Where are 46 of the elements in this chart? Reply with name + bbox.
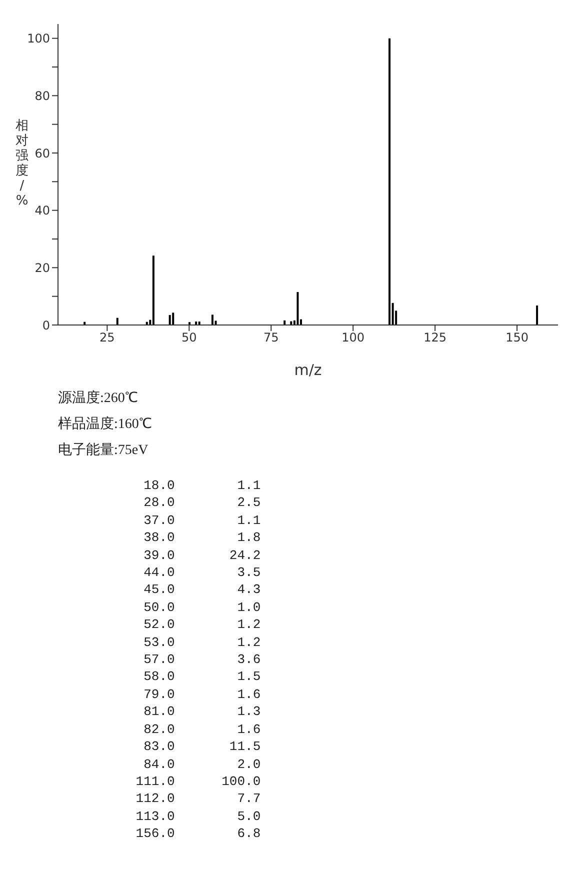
y-tick-label: 0 [42, 318, 50, 332]
bar [152, 256, 154, 325]
x-tick-label: 100 [342, 330, 365, 345]
x-tick-label: 125 [424, 330, 446, 345]
text: 39.0 24.2 [142, 546, 262, 564]
x-tick-label: 50 [182, 330, 197, 345]
x-tick-label: 75 [263, 330, 279, 345]
text: 156.0 6.8 [134, 825, 262, 843]
text: 源温度:260℃ [58, 389, 139, 407]
text: 81.0 1.3 [142, 703, 262, 721]
text: 45.0 4.3 [142, 581, 262, 599]
bar [536, 306, 538, 325]
text: 37.0 1.1 [142, 512, 262, 530]
text: 58.0 1.5 [142, 668, 262, 686]
y-tick-label: 60 [34, 146, 50, 160]
text: 53.0 1.2 [142, 634, 262, 652]
bar [172, 312, 174, 325]
bar [388, 38, 391, 325]
text: 57.0 3.6 [142, 651, 262, 668]
bar [116, 318, 118, 325]
y-axis-title: 相对强度/% [16, 118, 28, 208]
text: 79.0 1.6 [142, 686, 262, 704]
text: 50.0 1.0 [142, 598, 262, 616]
x-axis-title: m/z [294, 361, 322, 379]
text: 电子能量:75eV [58, 442, 150, 459]
text: 113.0 5.0 [134, 808, 262, 826]
text: 84.0 2.0 [142, 756, 262, 773]
text: 83.0 11.5 [142, 738, 262, 756]
text: 112.0 7.7 [134, 790, 262, 808]
x-tick-label: 150 [506, 330, 528, 345]
y-tick-label: 80 [34, 88, 50, 103]
y-tick-label: 40 [34, 204, 50, 218]
text: 44.0 3.5 [142, 564, 262, 582]
y-tick-label: 100 [27, 32, 50, 46]
text: 111.0 100.0 [134, 772, 262, 790]
bar [168, 314, 171, 325]
text: 28.0 2.5 [142, 494, 262, 512]
x-tick-label: 25 [100, 330, 115, 345]
bar [296, 292, 299, 325]
text: 样品温度:160℃ [58, 415, 153, 433]
text: 18.0 1.1 [142, 477, 262, 494]
y-tick-label: 20 [34, 260, 50, 275]
text: 52.0 1.2 [142, 616, 262, 634]
bar [211, 314, 214, 325]
text: 38.0 1.8 [142, 529, 262, 547]
text: 82.0 1.6 [142, 720, 262, 738]
